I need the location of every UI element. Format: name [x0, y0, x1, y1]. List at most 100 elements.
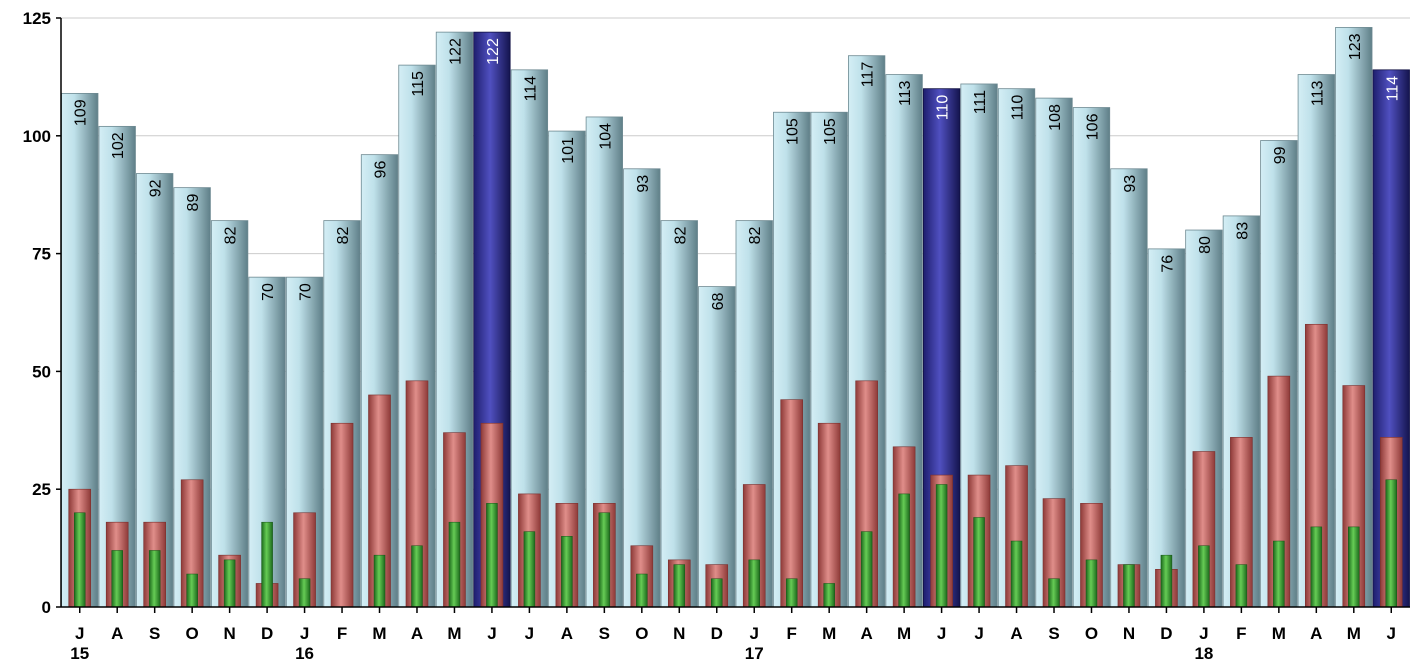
- x-tick-label: D: [1160, 624, 1172, 643]
- data-label: 89: [185, 194, 202, 212]
- bar-red: [817, 422, 841, 608]
- data-label: 113: [897, 80, 914, 106]
- bar-red: [780, 399, 804, 608]
- x-tick-label: A: [1010, 624, 1022, 643]
- x-tick-label: N: [1123, 624, 1135, 643]
- bar-green: [411, 545, 423, 608]
- bar-total: [623, 168, 661, 608]
- bar-green: [1273, 540, 1285, 608]
- x-tick-label: A: [561, 624, 573, 643]
- data-label: 92: [148, 179, 165, 197]
- bar-green: [1048, 578, 1060, 608]
- bars: [61, 27, 1410, 608]
- x-tick-label: J: [974, 624, 983, 643]
- data-label: 101: [560, 137, 577, 164]
- bar-green: [523, 531, 536, 608]
- x-tick-label: S: [599, 624, 610, 643]
- x-tick-label: A: [111, 624, 123, 643]
- x-tick-label: N: [673, 624, 685, 643]
- gridlines: [61, 17, 1410, 490]
- bar-green: [598, 512, 611, 608]
- data-label: 82: [335, 227, 352, 245]
- data-label: 104: [597, 123, 614, 150]
- x-tick-label: J: [525, 624, 534, 643]
- bar-green: [860, 531, 873, 608]
- bar-green: [898, 493, 910, 608]
- bar-green: [1123, 564, 1135, 608]
- data-label: 123: [1347, 33, 1364, 60]
- bar-green: [186, 573, 198, 608]
- x-tick-label: S: [1048, 624, 1059, 643]
- data-label: 117: [860, 62, 877, 88]
- y-tick-label: 100: [23, 127, 51, 146]
- bar-green: [111, 550, 123, 608]
- x-tick-label: M: [897, 624, 911, 643]
- x-tick-label: J: [75, 624, 84, 643]
- data-label: 68: [710, 292, 727, 310]
- y-tick-label: 25: [32, 480, 51, 499]
- bar-green: [748, 559, 760, 608]
- data-label: 83: [1234, 222, 1251, 240]
- bar-total: [1110, 168, 1148, 608]
- x-tick-label: J: [1199, 624, 1208, 643]
- data-label: 114: [522, 76, 539, 102]
- data-label: 114: [1384, 76, 1401, 102]
- data-label: 82: [672, 227, 689, 245]
- bar-green: [261, 521, 273, 608]
- data-label: 109: [73, 99, 90, 126]
- data-label: 80: [1197, 236, 1214, 254]
- bar-green: [1085, 559, 1098, 608]
- x-tick-label: F: [787, 624, 797, 643]
- y-tick-label: 75: [32, 245, 51, 264]
- x-tick-label: O: [186, 624, 199, 643]
- bar-total: [698, 286, 736, 608]
- data-label: 105: [822, 118, 839, 145]
- x-tick-label: M: [1347, 624, 1361, 643]
- bar-green: [1348, 526, 1360, 608]
- data-label: 115: [410, 71, 427, 97]
- data-label: 70: [260, 283, 277, 301]
- axes: 0 25 50 75 100 125 J A S O N D J F M A M J J A S O N D J F M A M J J A S…: [23, 9, 1410, 663]
- data-label: 102: [110, 132, 127, 159]
- bar-green: [298, 578, 311, 608]
- data-label: 82: [223, 227, 240, 245]
- data-label: 110: [935, 95, 952, 121]
- data-label: 93: [1122, 175, 1139, 193]
- data-label: 110: [1010, 95, 1027, 121]
- y-tick-label: 0: [42, 598, 51, 617]
- bar-green: [1198, 545, 1210, 608]
- x-tick-label: M: [822, 624, 836, 643]
- x-tick-label: J: [750, 624, 759, 643]
- data-label: 96: [373, 161, 390, 179]
- data-label: 122: [447, 38, 464, 65]
- bar-green: [823, 583, 835, 608]
- x-tick-label: O: [1085, 624, 1098, 643]
- x-year-label: 17: [745, 644, 764, 663]
- bar-red: [330, 422, 354, 608]
- x-tick-label: N: [223, 624, 235, 643]
- x-tick-label: J: [487, 624, 496, 643]
- bar-total: [1147, 248, 1186, 608]
- y-tick-label: 125: [23, 9, 51, 28]
- data-label: 108: [1047, 104, 1064, 131]
- x-tick-label: D: [711, 624, 723, 643]
- x-tick-label: J: [937, 624, 946, 643]
- x-tick-label: M: [447, 624, 461, 643]
- data-label: 122: [485, 38, 502, 65]
- x-tick-label: M: [372, 624, 386, 643]
- data-label: 106: [1084, 113, 1101, 140]
- x-tick-label: M: [1272, 624, 1286, 643]
- data-label: 111: [972, 90, 989, 114]
- data-label: 113: [1309, 80, 1326, 106]
- bar-green: [1160, 554, 1173, 608]
- data-label: 70: [298, 283, 315, 301]
- bar-green: [561, 536, 573, 608]
- data-label: 93: [635, 175, 652, 193]
- bar-green: [1385, 479, 1398, 608]
- x-tick-label: O: [635, 624, 648, 643]
- data-label: 99: [1272, 146, 1289, 164]
- x-tick-label: D: [261, 624, 273, 643]
- bar-green: [148, 550, 161, 608]
- bar-green: [785, 578, 798, 608]
